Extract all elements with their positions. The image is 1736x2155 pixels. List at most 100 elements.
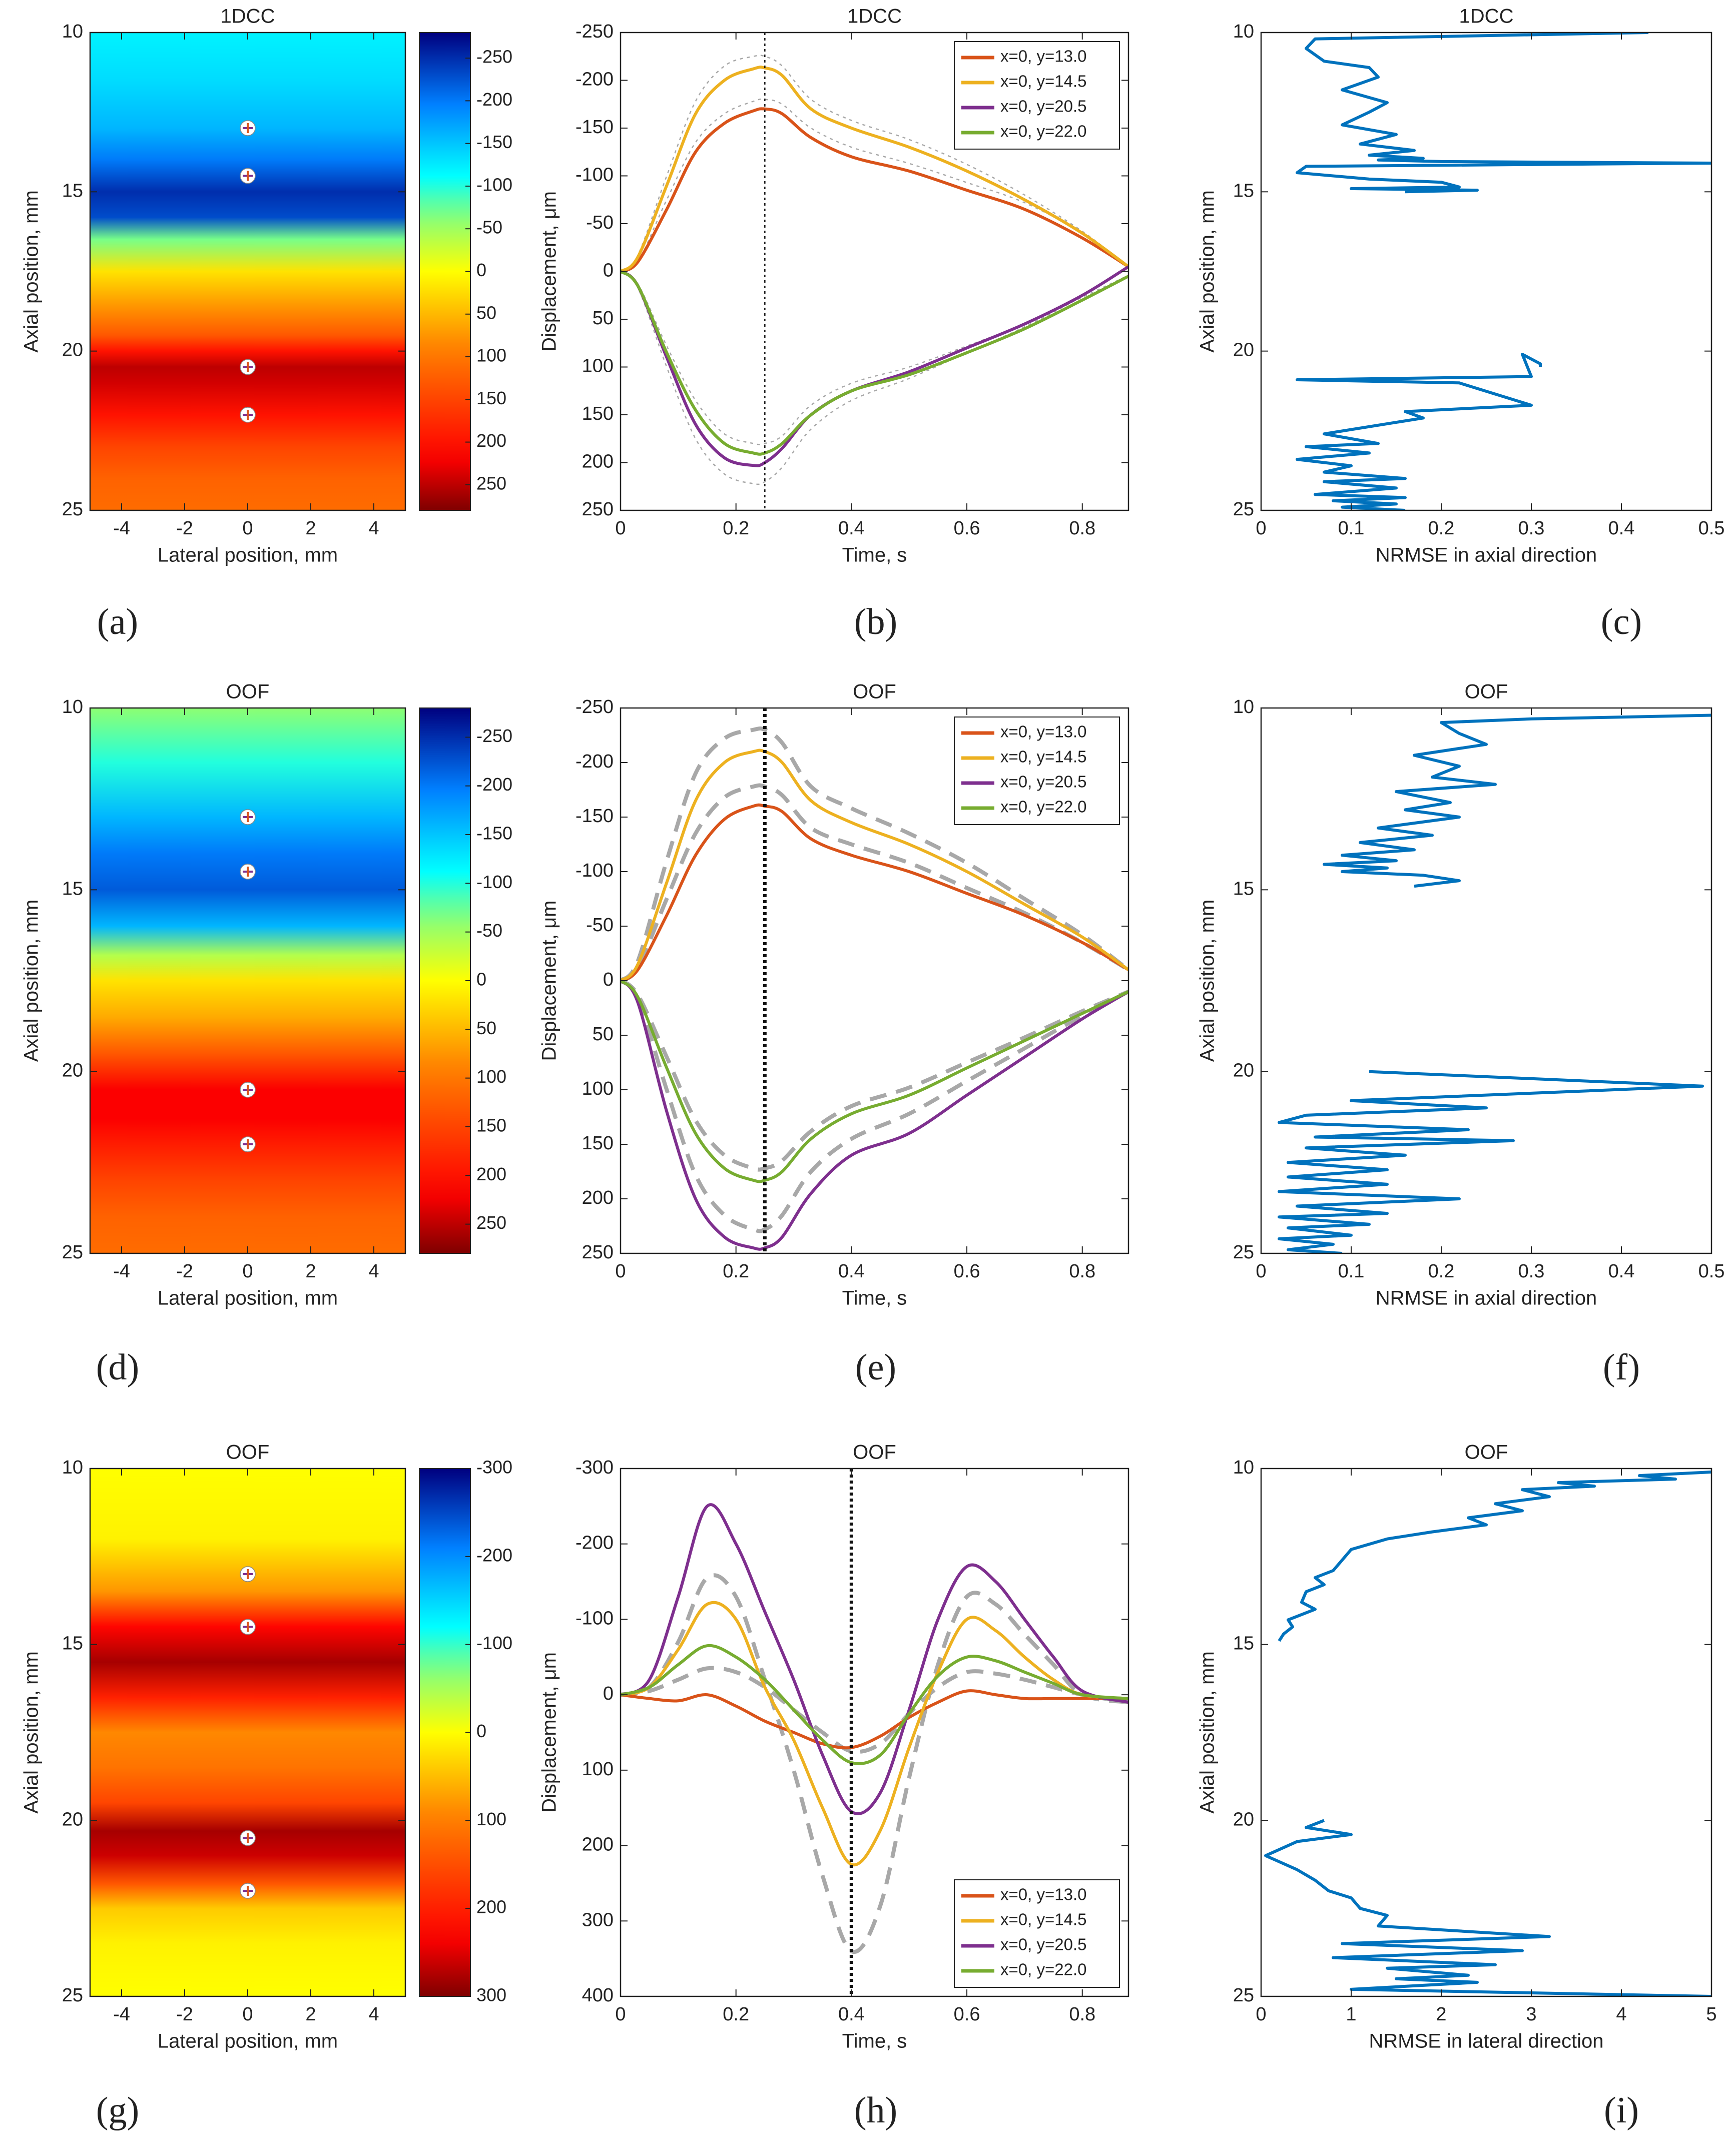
chart-title: OOF [1465,681,1508,703]
plot-area [621,708,1128,1253]
x-tick-label: -4 [113,2004,130,2025]
y-tick-label: 20 [62,1809,83,1830]
series-line [621,265,1128,467]
plot-area [1296,33,1711,510]
y-tick-label: 25 [1233,1985,1254,2006]
x-tick-label: 0 [615,1261,626,1282]
colorbar-tick-label: 150 [476,388,506,408]
y-axis-label: Axial position, mm [21,1651,43,1814]
x-tick-label: 0 [1256,2004,1266,2025]
y-tick-label: 10 [62,1457,83,1478]
legend: x=0, y=13.0 x=0, y=14.5 x=0, y=20.5 x=0, y=… [954,716,1120,825]
colorbar-tick-label: -100 [476,872,512,892]
plot-area [621,1469,1128,1996]
panel-letter-i: (i) [1604,2090,1639,2131]
series-line [621,979,1128,1251]
colorbar: -300 -200 -100 0 100 200 300 [419,1457,512,2005]
y-tick-label: 20 [1233,1809,1254,1830]
colorbar-tick-label: -250 [476,726,512,746]
axes-box [89,32,406,511]
colorbar-scale [419,1468,471,1997]
nrmse-curve [1296,33,1711,194]
colorbar-tick-label: 200 [476,1897,506,1917]
y-tick-label: -150 [575,117,614,138]
y-tick-label: 10 [1233,696,1254,717]
y-tick-label: 25 [1233,499,1254,520]
legend-entry: x=0, y=20.5 [1000,97,1086,116]
colorbar: -250 -200 -150 -100 -50 0 50 100 150 200 250 [419,32,512,511]
nrmse-curve [1323,713,1711,888]
y-tick-label: 400 [582,1985,614,2006]
x-tick-label: -4 [113,518,130,539]
x-axis-label: Time, s [842,544,907,566]
x-tick-label: 0.2 [1428,518,1455,539]
colorbar-scale [419,707,471,1254]
legend-entry: x=0, y=22.0 [1000,1960,1086,1979]
axes-box [89,707,406,1254]
panel-g: -4 -2 0 2 4 10 15 20 25 OOF Lateral position, mm Ax… [21,1442,513,2052]
heatmap-field [90,33,405,510]
x-tick-label: -2 [176,518,193,539]
chart-title: OOF [226,1442,270,1464]
nrmse-curve [1278,1070,1704,1253]
y-tick-label: 15 [62,180,83,201]
x-tick-label: 0 [615,518,626,539]
x-axis-label: Lateral position, mm [158,2030,338,2052]
legend-entry: x=0, y=22.0 [1000,798,1086,816]
x-tick-label: -4 [113,1261,130,1282]
nrmse-curve [1264,1819,1711,1996]
heatmap-field [90,708,405,1253]
y-tick-label: 20 [62,340,83,361]
panel-letter-e: (e) [855,1347,896,1388]
x-tick-label: 0.8 [1069,2004,1095,2025]
x-tick-label: 0.4 [838,518,865,539]
colorbar-tick-label: 200 [476,1164,506,1184]
colorbar-tick-label: -50 [476,920,502,941]
reference-curve [621,266,1128,485]
legend-entry: x=0, y=13.0 [1000,1885,1086,1904]
chart-title: OOF [226,681,270,703]
reference-curve [621,726,1128,983]
reference-curve [621,783,1128,983]
panel-letter-c: (c) [1601,601,1642,642]
y-tick-label: 15 [62,1633,83,1654]
x-tick-label: 0.5 [1698,1261,1725,1282]
panel-f: 0 0.1 0.2 0.3 0.4 0.5 10 15 20 25 OOF NRMSE in axia… [1197,681,1725,1309]
y-axis-label: Axial position, mm [1197,900,1219,1062]
x-tick-label: 0.8 [1069,518,1095,539]
y-tick-label: -250 [575,696,614,717]
y-tick-label: 15 [1233,878,1254,899]
reference-curve [621,271,1128,445]
chart-title: 1DCC [847,6,902,28]
y-tick-label: 15 [1233,180,1254,201]
reference-curve [621,1666,1128,1754]
y-tick-label: 0 [603,260,614,281]
y-tick-label: -100 [575,860,614,881]
colorbar-tick-label: -150 [476,823,512,844]
x-tick-label: 0.2 [723,2004,749,2025]
y-tick-label: -300 [575,1457,614,1478]
series-line [621,1601,1128,1867]
legend-entry: x=0, y=20.5 [1000,1935,1086,1954]
x-axis-label: NRMSE in lateral direction [1369,2030,1603,2052]
y-tick-label: 100 [582,1078,614,1099]
y-tick-label: 200 [582,451,614,472]
colorbar-tick-label: -200 [476,1545,512,1565]
y-axis-label: Displacement, μm [538,191,560,352]
colorbar-tick-label: 50 [476,302,496,323]
legend-entry: x=0, y=13.0 [1000,723,1086,741]
colorbar-tick-label: -50 [476,217,502,238]
x-tick-label: 0.4 [1608,1261,1635,1282]
colorbar-tick-label: 150 [476,1115,506,1135]
y-tick-label: 15 [1233,1633,1254,1654]
series-line [621,803,1128,982]
legend: x=0, y=13.0 x=0, y=14.5 x=0, y=20.5 x=0, y=… [954,1879,1120,1988]
axes-box [1260,32,1712,511]
axes-box [1260,707,1712,1254]
x-tick-label: 2 [1436,2004,1446,2025]
y-tick-label: -250 [575,21,614,42]
x-tick-label: -2 [176,1261,193,1282]
y-tick-label: 100 [582,356,614,377]
plot-area [1264,1471,1711,1996]
y-tick-label: 100 [582,1759,614,1780]
